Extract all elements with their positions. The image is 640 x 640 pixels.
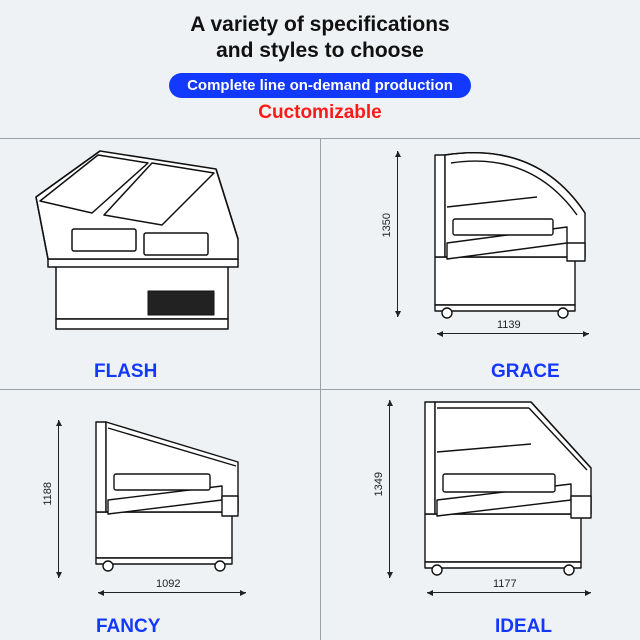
diagram-fancy (86, 404, 254, 574)
title-line-2: and styles to choose (216, 39, 424, 62)
subtitle-pill: Complete line on-demand production (169, 73, 471, 98)
dim-v-fancy (58, 420, 59, 578)
dim-v-grace (397, 151, 398, 317)
dim-height-grace: 1350 (381, 213, 393, 237)
dim-v-ideal (389, 400, 390, 578)
model-grid: FLASH (0, 138, 640, 640)
header: A variety of specifications and styles t… (0, 0, 640, 124)
dim-width-ideal: 1177 (493, 578, 517, 590)
customizable-label: Cuctomizable (0, 102, 640, 124)
dim-h-ideal (427, 592, 591, 593)
dim-height-fancy: 1188 (42, 482, 54, 506)
model-label-fancy: FANCY (96, 616, 160, 638)
dim-width-grace: 1139 (497, 319, 521, 331)
model-label-ideal: IDEAL (495, 616, 552, 638)
cell-fancy: 1188 1092 FANCY (0, 389, 320, 640)
dim-h-grace (437, 333, 589, 334)
cell-flash: FLASH (0, 138, 320, 389)
dim-width-fancy: 1092 (156, 578, 180, 590)
model-label-flash: FLASH (94, 361, 157, 383)
diagram-ideal (411, 396, 603, 578)
cell-grace: 1350 1139 GRACE (320, 138, 640, 389)
cell-ideal: 1349 1177 IDEAL (320, 389, 640, 640)
diagram-grace (417, 147, 597, 319)
dim-height-ideal: 1349 (373, 472, 385, 496)
title-line-1: A variety of specifications (190, 13, 449, 36)
model-label-grace: GRACE (491, 361, 560, 383)
dim-h-fancy (98, 592, 246, 593)
diagram-flash (28, 141, 264, 337)
page-title: A variety of specifications and styles t… (0, 12, 640, 65)
